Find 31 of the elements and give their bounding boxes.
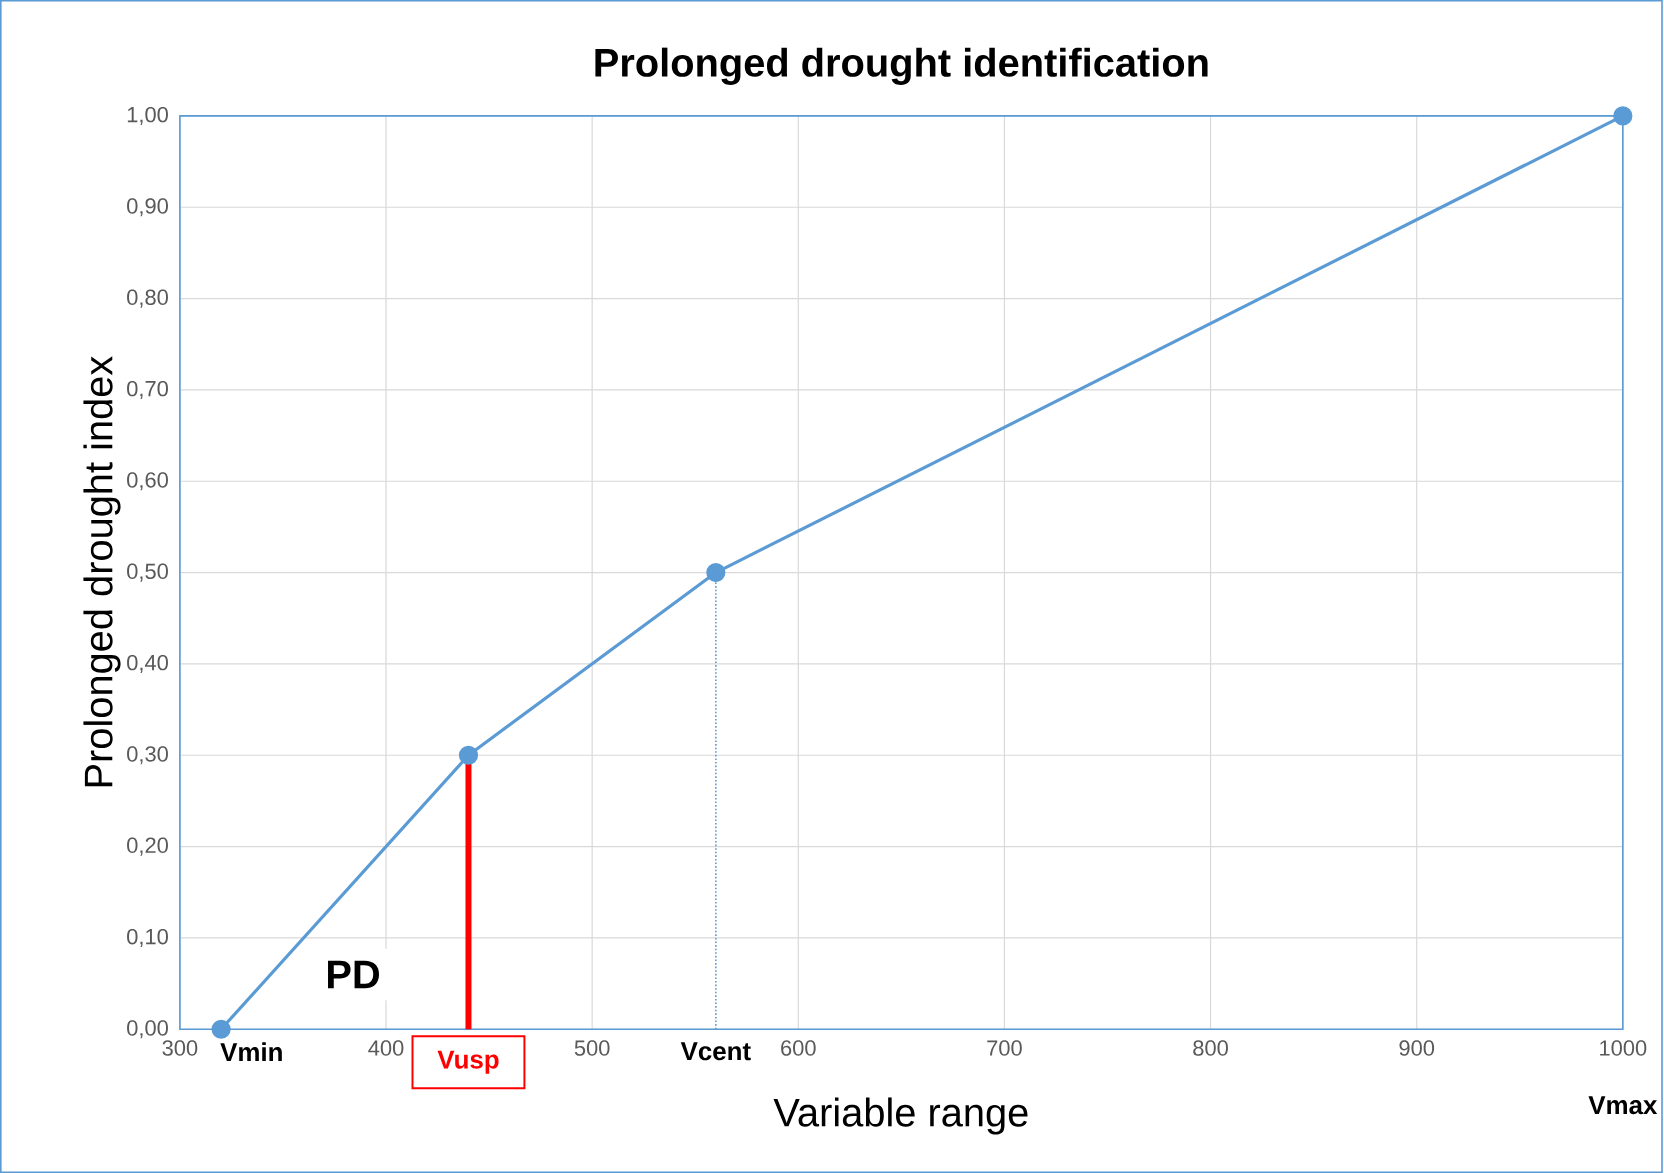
x-tick-label: 500 — [574, 1040, 610, 1056]
point — [1613, 106, 1633, 126]
x-tick-label: 900 — [1399, 1040, 1435, 1056]
annotation: PD — [328, 960, 379, 989]
annotation: Vusp — [437, 1050, 499, 1074]
point — [211, 1019, 231, 1039]
x-tick-label: 400 — [368, 1040, 404, 1056]
x-tick-label: 800 — [1193, 1040, 1228, 1056]
y-tick-label: 0,90 — [127, 198, 168, 217]
annotation: Vcent — [680, 1042, 751, 1061]
x-tick-label: 300 — [162, 1040, 198, 1056]
y-tick-label: 0,60 — [127, 472, 168, 491]
annotation: Vmin — [220, 1042, 282, 1061]
y-tick-label: 0,30 — [127, 746, 168, 765]
x-tick-label: 600 — [781, 1040, 816, 1056]
y-tick-label: 1,00 — [127, 106, 168, 125]
x-axis-title: Variable range — [773, 1097, 1028, 1135]
y-tick-label: 0,40 — [127, 654, 168, 673]
y-tick-label: 0,70 — [127, 380, 168, 399]
y-tick-label: 0,50 — [127, 563, 168, 582]
text: Vmax — [1588, 1096, 1658, 1115]
y-axis-title: Prolonged drought index — [83, 356, 121, 787]
y-tick-label: 0,20 — [127, 837, 168, 856]
x-tick-label: 1000 — [1600, 1040, 1647, 1056]
chart-title: Prolonged drought identification — [595, 47, 1208, 85]
point — [706, 562, 726, 583]
x-tick-label: 700 — [987, 1040, 1022, 1056]
y-tick-label: 0,10 — [127, 928, 168, 947]
point — [458, 745, 479, 765]
y-tick-label: 0,00 — [127, 1020, 168, 1039]
y-tick-label: 0,80 — [127, 289, 168, 308]
